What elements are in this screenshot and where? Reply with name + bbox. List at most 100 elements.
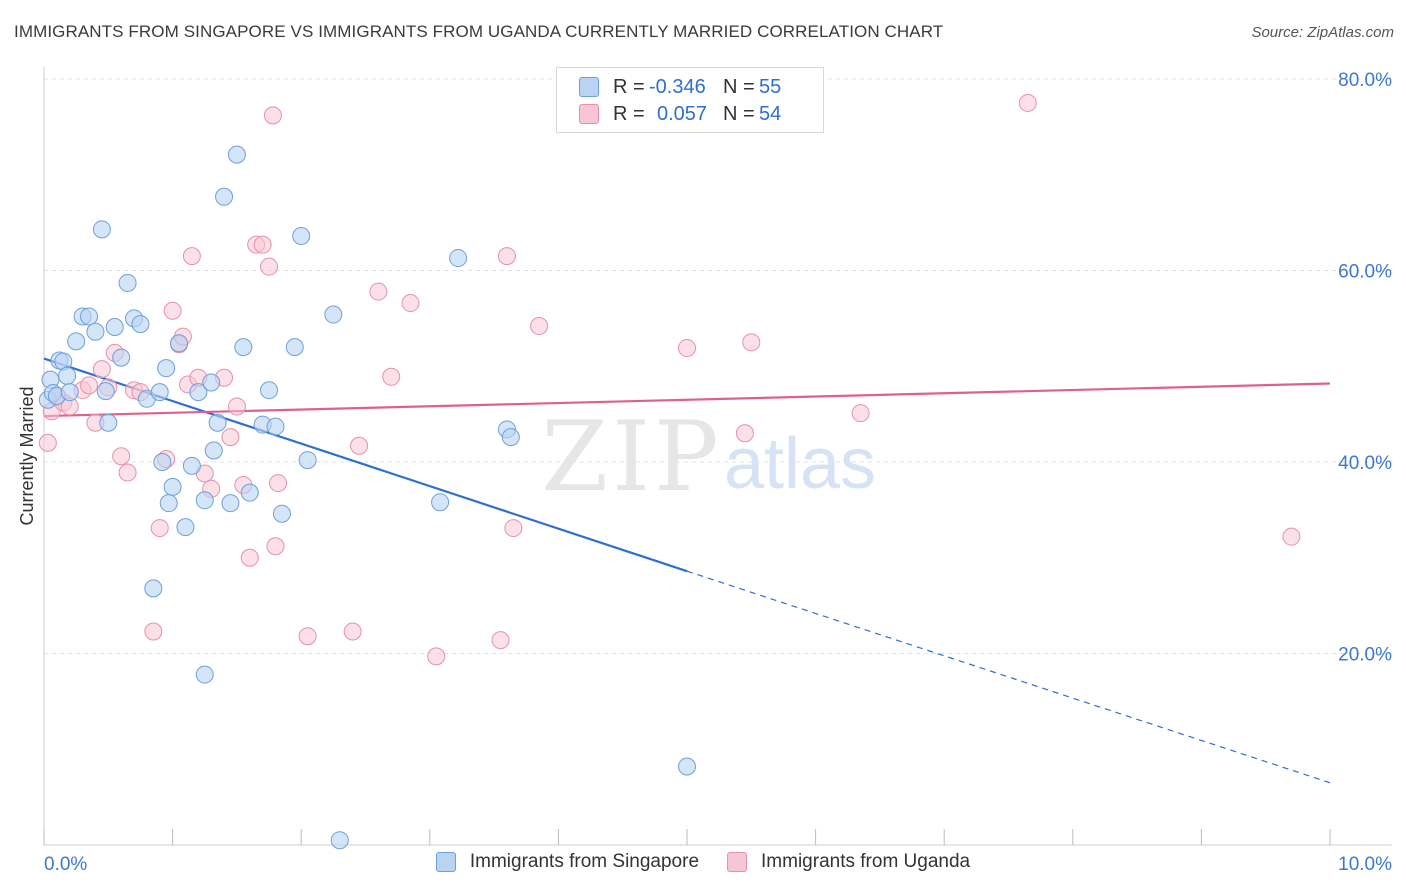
uganda-swatch [727, 852, 748, 872]
point-uganda [221, 428, 240, 447]
point-uganda [118, 463, 137, 482]
point-singapore [208, 413, 227, 432]
point-uganda [182, 247, 201, 266]
point-uganda [1018, 93, 1037, 112]
legend-item-singapore[interactable]: Immigrants from Singapore [435, 851, 700, 873]
point-uganda [427, 647, 446, 666]
point-uganda [144, 622, 163, 641]
point-singapore [58, 366, 77, 385]
point-uganda [497, 247, 516, 266]
point-singapore [240, 483, 259, 502]
point-singapore [112, 348, 131, 367]
r-label: R = [613, 102, 645, 125]
point-singapore [144, 579, 163, 598]
point-singapore [60, 383, 79, 402]
trend-line-uganda [43, 382, 1331, 418]
point-singapore [449, 249, 468, 268]
point-uganda [742, 333, 761, 352]
point-singapore [431, 493, 450, 512]
point-uganda [227, 397, 246, 416]
point-uganda [269, 474, 288, 493]
point-singapore [80, 307, 99, 326]
series-legend: Immigrants from Singapore Immigrants fro… [0, 851, 1406, 873]
r-label: R = [613, 75, 645, 98]
point-singapore [176, 518, 195, 537]
point-singapore [105, 317, 124, 336]
point-singapore [272, 504, 291, 523]
point-singapore [195, 665, 214, 684]
uganda-swatch [579, 104, 599, 124]
point-singapore [131, 315, 150, 334]
point-uganda [260, 257, 279, 276]
y-tick-label: 80.0% [1338, 70, 1392, 91]
point-uganda [80, 376, 99, 395]
point-singapore [234, 338, 253, 357]
axes [43, 67, 1392, 846]
point-uganda [266, 537, 285, 556]
x-tick-label: 10.0% [1338, 854, 1392, 875]
point-singapore [96, 382, 115, 401]
point-uganda [382, 367, 401, 386]
point-uganda [263, 106, 282, 125]
point-singapore [150, 383, 169, 402]
data-points [38, 93, 1301, 850]
point-uganda [504, 519, 523, 538]
point-singapore [260, 381, 279, 400]
point-singapore [330, 831, 349, 850]
legend-row-uganda: R = 0.057 N = 54 [579, 101, 781, 127]
n-value: 55 [759, 75, 782, 98]
point-uganda [369, 282, 388, 301]
point-singapore [153, 453, 172, 471]
point-singapore [67, 332, 86, 351]
point-singapore [189, 383, 208, 402]
point-singapore [157, 359, 176, 378]
point-singapore [298, 451, 317, 470]
legend-label-uganda: Immigrants from Uganda [761, 851, 971, 872]
y-axis-label: Currently Married [17, 386, 37, 525]
n-label: N = [723, 75, 755, 98]
point-singapore [92, 220, 111, 239]
point-uganda [491, 631, 510, 650]
point-uganda [678, 339, 696, 358]
n-value: 54 [759, 102, 782, 125]
point-uganda [735, 424, 754, 443]
point-singapore [501, 428, 520, 447]
r-value: -0.346 [649, 75, 706, 98]
source-label: Source: ZipAtlas.com [1251, 24, 1394, 41]
point-singapore [182, 456, 201, 475]
point-singapore [678, 757, 696, 776]
point-singapore [159, 494, 178, 513]
point-uganda [298, 627, 317, 646]
point-uganda [401, 294, 420, 313]
y-tick-label: 40.0% [1338, 453, 1392, 474]
point-singapore [266, 417, 285, 436]
point-singapore [99, 413, 118, 432]
chart-title: IMMIGRANTS FROM SINGAPORE VS IMMIGRANTS … [14, 22, 944, 41]
legend-label-singapore: Immigrants from Singapore [469, 851, 700, 872]
point-singapore [118, 273, 137, 292]
stats-legend: R = -0.346 N = 55 R = 0.057 N = 54 [556, 67, 824, 133]
point-uganda [343, 622, 362, 641]
watermark-zip: ZIP [541, 401, 722, 513]
legend-item-uganda[interactable]: Immigrants from Uganda [727, 851, 970, 873]
point-singapore [195, 491, 214, 510]
point-uganda [38, 433, 57, 452]
r-value: 0.057 [657, 102, 708, 125]
point-uganda [150, 519, 169, 538]
tick-labels: 20.0% 40.0% 60.0% 80.0% 0.0% 10.0% [44, 70, 1392, 875]
point-singapore [204, 441, 223, 460]
trend-line-singapore-extrapolated [686, 570, 1331, 784]
point-uganda [112, 447, 131, 466]
singapore-swatch [579, 77, 599, 97]
point-singapore [163, 477, 182, 496]
watermark: ZIP atlas [541, 401, 876, 513]
point-singapore [221, 494, 240, 513]
point-singapore [285, 338, 304, 357]
point-singapore [202, 373, 221, 392]
legend-row-singapore: R = -0.346 N = 55 [579, 74, 781, 100]
point-uganda [350, 436, 369, 455]
point-singapore [86, 322, 105, 341]
point-uganda [530, 317, 549, 336]
point-singapore [215, 187, 234, 206]
